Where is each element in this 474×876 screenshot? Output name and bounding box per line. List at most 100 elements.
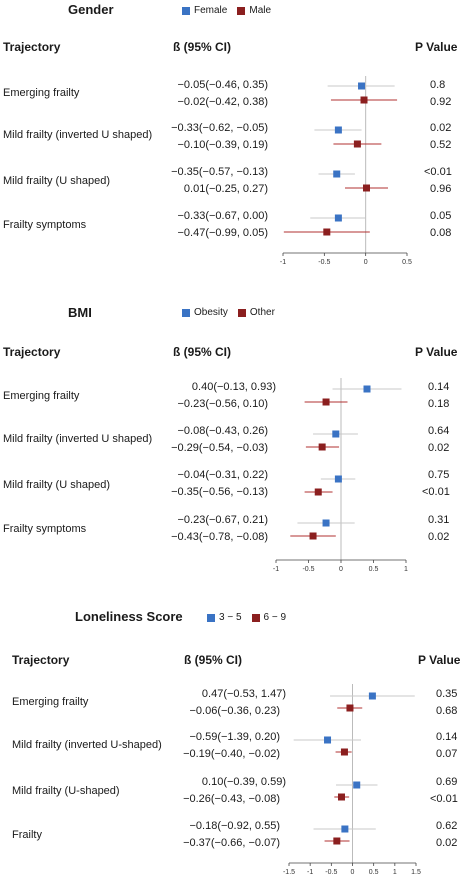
ci-text: −0.26(−0.43, −0.08) xyxy=(183,793,280,805)
x-tick-label: 1 xyxy=(404,566,408,573)
header-pvalue: P Value xyxy=(415,40,458,54)
estimate-point xyxy=(322,519,330,527)
header-trajectory: Trajectory xyxy=(3,40,61,54)
ci-text: 0.47(−0.53, 1.47) xyxy=(201,688,286,700)
x-tick-label: 1.5 xyxy=(411,869,421,876)
estimate-point xyxy=(334,475,342,483)
x-tick-label: 0 xyxy=(364,259,368,266)
estimate-point xyxy=(333,837,341,845)
x-tick-label: 0.5 xyxy=(369,869,379,876)
ci-text: −0.08(−0.43, 0.26) xyxy=(177,425,268,437)
ci-text: −0.47(−0.99, 0.05) xyxy=(177,227,268,239)
estimate-point xyxy=(363,385,371,393)
p-value: 0.64 xyxy=(428,425,450,437)
ci-text: −0.18(−0.92, 0.55) xyxy=(189,820,280,832)
legend-swatch-3-5 xyxy=(207,613,215,622)
x-tick-label: -0.5 xyxy=(325,869,337,876)
estimate-point xyxy=(358,82,366,90)
p-value: 0.52 xyxy=(430,139,452,151)
estimate-point xyxy=(318,443,326,451)
panel-title: Gender xyxy=(68,2,114,17)
p-value: 0.35 xyxy=(436,688,458,700)
row-label: Mild frailty (U shaped) xyxy=(3,479,110,491)
p-value: 0.14 xyxy=(436,731,458,743)
x-tick-label: 0.5 xyxy=(402,259,412,266)
ci-text: −0.35(−0.56, −0.13) xyxy=(171,486,268,498)
ci-text: 0.01(−0.25, 0.27) xyxy=(183,183,268,195)
ci-text: −0.02(−0.42, 0.38) xyxy=(177,96,268,108)
legend-label-male: Male xyxy=(249,5,272,16)
row-label: Frailty xyxy=(12,829,42,841)
header-beta: ß (95% CI) xyxy=(173,345,232,359)
estimate-point xyxy=(322,398,330,406)
legend-label-female: Female xyxy=(194,5,228,16)
p-value: 0.02 xyxy=(428,442,450,454)
legend-swatch-other xyxy=(237,308,246,317)
estimate-point xyxy=(353,140,361,148)
row-label: Frailty symptoms xyxy=(3,219,87,231)
legend-swatch-male xyxy=(237,6,246,15)
legend-swatch-6-9 xyxy=(251,613,260,622)
estimate-point xyxy=(362,184,370,192)
estimate-point xyxy=(346,704,354,712)
row-label: Mild frailty (inverted U shaped) xyxy=(3,129,153,141)
row-label: Emerging frailty xyxy=(3,87,80,99)
p-value: 0.31 xyxy=(428,514,450,526)
legend-swatch-female xyxy=(182,6,190,15)
p-value: 0.75 xyxy=(428,469,450,481)
panel-title: Loneliness Score xyxy=(75,609,183,624)
p-value: 0.8 xyxy=(430,79,446,91)
p-value: 0.02 xyxy=(428,531,450,543)
p-value: <0.01 xyxy=(430,793,458,805)
x-tick-label: -0.5 xyxy=(302,566,314,573)
legend-label-6-9: 6 − 9 xyxy=(263,612,287,623)
row-label: Frailty symptoms xyxy=(3,523,87,535)
row-label: Emerging frailty xyxy=(3,390,80,402)
ci-text: −0.35(−0.57, −0.13) xyxy=(171,166,268,178)
p-value: <0.01 xyxy=(422,486,450,498)
p-value: 0.07 xyxy=(436,748,458,760)
estimate-point xyxy=(360,96,368,104)
p-value: 0.62 xyxy=(436,820,458,832)
row-label: Mild frailty (U-shaped) xyxy=(12,785,120,797)
legend-label-3-5: 3 − 5 xyxy=(219,612,242,623)
estimate-point xyxy=(324,736,332,744)
legend: Female Male xyxy=(182,5,281,16)
p-value: 0.92 xyxy=(430,96,452,108)
estimate-point xyxy=(309,532,317,540)
gender-panel: Gender Female Male Trajectory ß (95% CI)… xyxy=(0,0,474,280)
p-value: 0.02 xyxy=(430,122,452,134)
ci-text: −0.33(−0.62, −0.05) xyxy=(171,122,268,134)
header-pvalue: P Value xyxy=(415,345,458,359)
row-label: Mild frailty (inverted U-shaped) xyxy=(12,739,162,751)
estimate-point xyxy=(323,228,331,236)
p-value: 0.05 xyxy=(430,210,452,222)
legend-swatch-obesity xyxy=(182,308,190,317)
ci-text: 0.10(−0.39, 0.59) xyxy=(201,776,286,788)
estimate-point xyxy=(314,488,322,496)
header-trajectory: Trajectory xyxy=(12,653,70,667)
x-tick-label: 0 xyxy=(351,869,355,876)
legend: 3 − 5 6 − 9 xyxy=(207,612,296,623)
ci-text: −0.29(−0.54, −0.03) xyxy=(171,442,268,454)
p-value: 0.02 xyxy=(436,837,458,849)
p-value: 0.18 xyxy=(428,398,450,410)
forest-plot-gender: -1 -0.5 0 0.5 xyxy=(280,76,412,266)
ci-text: −0.23(−0.56, 0.10) xyxy=(177,398,268,410)
p-value: 0.14 xyxy=(428,381,450,393)
forest-plot-bmi: -1 -0.5 0 0.5 1 xyxy=(273,378,408,573)
bmi-panel: BMI Obesity Other Trajectory ß (95% CI) … xyxy=(3,305,458,573)
legend-label-obesity: Obesity xyxy=(194,307,228,318)
x-tick-label: 1 xyxy=(393,869,397,876)
ci-text: −0.59(−1.39, 0.20) xyxy=(189,731,280,743)
estimate-point xyxy=(334,126,342,134)
panel-title: BMI xyxy=(68,305,92,320)
row-label: Emerging frailty xyxy=(12,696,89,708)
x-tick-label: 0.5 xyxy=(369,566,379,573)
estimate-point xyxy=(333,170,341,178)
ci-text: −0.23(−0.67, 0.21) xyxy=(177,514,268,526)
header-beta: ß (95% CI) xyxy=(173,40,232,54)
p-value: 0.08 xyxy=(430,227,452,239)
